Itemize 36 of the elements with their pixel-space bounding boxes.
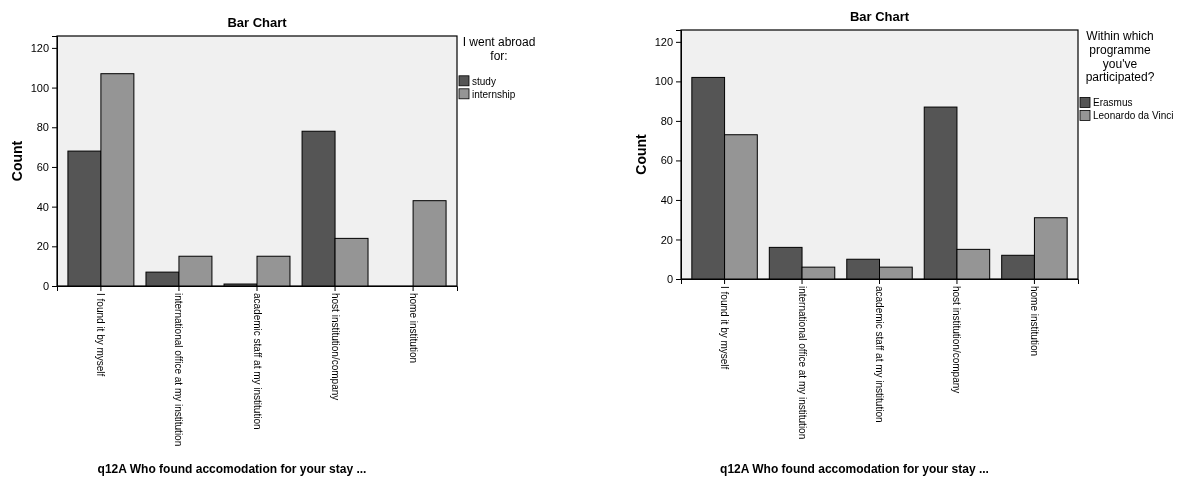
x-tick-label: home institution xyxy=(1028,286,1040,357)
y-tick-label: 20 xyxy=(660,233,673,246)
y-tick-label: 60 xyxy=(36,160,49,173)
y-tick-label: 0 xyxy=(666,273,673,286)
x-tick-label: I found it by myself xyxy=(95,293,107,377)
y-tick-label: 40 xyxy=(660,193,673,206)
x-tick-label: international office at my institution xyxy=(796,286,808,440)
x-tick-label: home institution xyxy=(407,293,419,364)
legend-label: Leonardo da Vinci xyxy=(1093,110,1174,122)
chart-title: Bar Chart xyxy=(849,9,910,24)
chart-title: Bar Chart xyxy=(227,15,288,30)
y-tick-label: 120 xyxy=(654,35,673,48)
x-tick-label: academic staff at my institution xyxy=(251,293,263,430)
y-tick-label: 80 xyxy=(36,121,49,134)
y-tick-label: 20 xyxy=(36,240,49,253)
legend-label: Erasmus xyxy=(1093,97,1133,109)
y-tick-label: 0 xyxy=(42,280,49,293)
x-tick-label: academic staff at my institution xyxy=(874,286,885,423)
y-tick-label: 60 xyxy=(660,154,673,167)
legend-label: study xyxy=(472,75,496,87)
x-axis-title: q12A Who found accomodation for your stay ... xyxy=(97,462,367,476)
x-axis-title: q12A Who found accomodation for your stay ... xyxy=(720,462,989,476)
y-tick-label: 40 xyxy=(36,200,49,213)
y-tick-label: 120 xyxy=(30,41,49,54)
y-tick-label: 100 xyxy=(30,81,49,94)
x-tick-label: host institution/company xyxy=(329,293,341,401)
y-axis-title: Count xyxy=(633,133,649,175)
legend-title: Within which programme you've participated? xyxy=(1085,29,1155,85)
legend-title: I went abroad for: xyxy=(462,35,536,63)
y-tick-label: 100 xyxy=(654,75,673,88)
y-tick-label: 80 xyxy=(660,114,673,127)
x-tick-label: host institution/company xyxy=(951,286,963,394)
x-tick-label: I found it by myself xyxy=(719,286,731,370)
y-axis-title: Count xyxy=(9,140,25,182)
legend-label: internship xyxy=(472,88,516,100)
x-tick-label: international office at my institution xyxy=(173,293,185,447)
